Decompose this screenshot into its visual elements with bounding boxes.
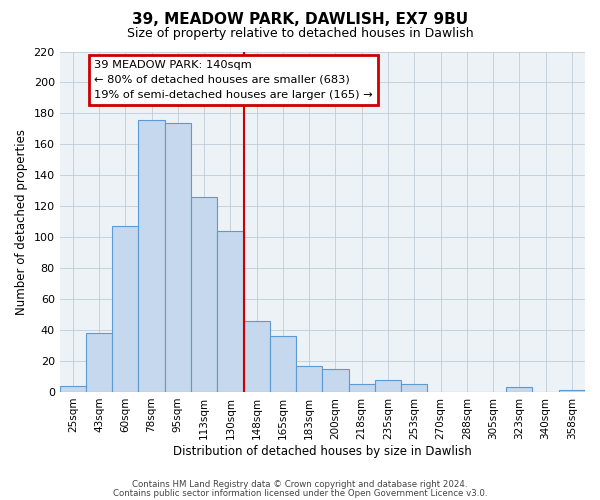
X-axis label: Distribution of detached houses by size in Dawlish: Distribution of detached houses by size …: [173, 444, 472, 458]
Bar: [270, 336, 296, 392]
Bar: [375, 380, 401, 392]
Text: Contains public sector information licensed under the Open Government Licence v3: Contains public sector information licen…: [113, 488, 487, 498]
Bar: [86, 333, 112, 392]
Bar: [322, 368, 349, 392]
Bar: [349, 384, 375, 392]
Bar: [217, 231, 244, 392]
Bar: [296, 366, 322, 392]
Bar: [139, 120, 165, 392]
Bar: [559, 390, 585, 392]
Bar: [165, 122, 191, 392]
Bar: [401, 384, 427, 392]
Bar: [191, 197, 217, 392]
Text: 39, MEADOW PARK, DAWLISH, EX7 9BU: 39, MEADOW PARK, DAWLISH, EX7 9BU: [132, 12, 468, 28]
Bar: [506, 388, 532, 392]
Y-axis label: Number of detached properties: Number of detached properties: [15, 128, 28, 314]
Bar: [112, 226, 139, 392]
Bar: [59, 386, 86, 392]
Text: Contains HM Land Registry data © Crown copyright and database right 2024.: Contains HM Land Registry data © Crown c…: [132, 480, 468, 489]
Bar: [244, 321, 270, 392]
Text: Size of property relative to detached houses in Dawlish: Size of property relative to detached ho…: [127, 28, 473, 40]
Text: 39 MEADOW PARK: 140sqm
← 80% of detached houses are smaller (683)
19% of semi-de: 39 MEADOW PARK: 140sqm ← 80% of detached…: [94, 60, 373, 100]
